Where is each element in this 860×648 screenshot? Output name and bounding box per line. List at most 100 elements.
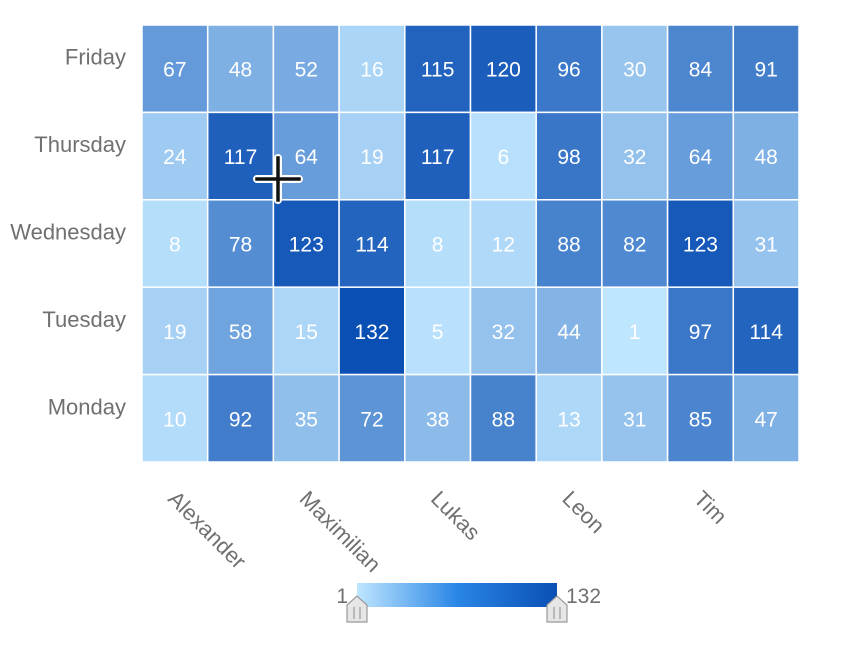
heatmap-cell[interactable] xyxy=(141,286,209,376)
x-axis-tick-label: Lukas xyxy=(426,486,485,545)
heatmap-cell-label: 19 xyxy=(163,321,186,344)
heatmap-cell-label: 114 xyxy=(355,234,389,257)
heatmap-cell[interactable] xyxy=(535,373,603,463)
heatmap-cell-label: 52 xyxy=(295,59,318,82)
heatmap-cell[interactable] xyxy=(601,199,669,288)
heatmap-cell[interactable] xyxy=(732,286,800,376)
heatmap-cell-label: 123 xyxy=(289,234,324,257)
heatmap-cell-label: 92 xyxy=(229,408,252,431)
heatmap-cell[interactable] xyxy=(141,373,209,463)
heatmap-cell-label: 123 xyxy=(683,234,718,257)
heatmap-cell[interactable] xyxy=(601,24,669,114)
heatmap-cell-label: 72 xyxy=(360,408,383,431)
heatmap-cell-label: 15 xyxy=(295,321,318,344)
heatmap-cell-label: 114 xyxy=(749,321,783,344)
heatmap-cell-label: 32 xyxy=(623,146,646,169)
heatmap-cell-label: 96 xyxy=(557,59,580,82)
x-axis-labels: Alexander Maximilian Lukas Leon Tim xyxy=(163,486,732,577)
heatmap-cell[interactable] xyxy=(272,24,340,114)
visual-map-max-label: 132 xyxy=(566,585,601,608)
heatmap-cell[interactable] xyxy=(469,111,537,201)
heatmap-cell-label: 31 xyxy=(754,234,777,257)
visual-map-min-label: 1 xyxy=(336,585,348,608)
y-axis-tick-label: Tuesday xyxy=(42,307,126,332)
heatmap-cell-label: 30 xyxy=(623,59,646,82)
heatmap-cell-label: 8 xyxy=(432,234,444,257)
x-axis-tick-label: Leon xyxy=(558,486,610,538)
visual-map-gradient-bar[interactable] xyxy=(357,583,557,607)
heatmap-cell[interactable] xyxy=(732,24,800,114)
heatmap-cell[interactable] xyxy=(535,111,603,201)
heatmap-cell-label: 12 xyxy=(492,234,515,257)
heatmap-cell-label: 84 xyxy=(689,59,713,82)
visual-map-legend[interactable]: 1 132 xyxy=(336,583,601,623)
y-axis-tick-label: Wednesday xyxy=(10,220,126,245)
heatmap-cell-label: 6 xyxy=(498,146,510,169)
heatmap-cell[interactable] xyxy=(469,286,537,376)
heatmap-cell-label: 117 xyxy=(224,146,257,169)
x-axis-tick-label: Maximilian xyxy=(295,486,386,577)
heatmap-cell-label: 88 xyxy=(557,234,580,257)
heatmap-cell[interactable] xyxy=(666,111,735,201)
visual-map-max-handle[interactable] xyxy=(546,595,568,623)
heatmap-cell-label: 132 xyxy=(354,321,389,344)
y-axis-tick-label: Monday xyxy=(48,394,126,419)
heatmap-cell[interactable] xyxy=(338,111,406,201)
heatmap-cell-label: 64 xyxy=(689,146,713,169)
y-axis-labels: Friday Thursday Wednesday Tuesday Monday xyxy=(10,45,126,420)
crosshair-cursor-icon xyxy=(253,154,303,204)
heatmap-cell[interactable] xyxy=(469,373,537,463)
x-axis-tick-label: Tim xyxy=(689,486,732,529)
heatmap-cell-label: 67 xyxy=(163,59,186,82)
heatmap-cell-label: 64 xyxy=(295,146,319,169)
heatmap-cell[interactable] xyxy=(206,199,275,288)
heatmap-cell[interactable] xyxy=(732,111,800,201)
heatmap-cell-label: 35 xyxy=(295,408,318,431)
heatmap-cell-label: 82 xyxy=(623,234,646,257)
heatmap-cell-label: 91 xyxy=(754,59,777,82)
y-axis-tick-label: Thursday xyxy=(34,132,126,157)
heatmap-cell-label: 13 xyxy=(557,408,580,431)
heatmap-cell[interactable] xyxy=(535,286,603,376)
heatmap-cell-label: 48 xyxy=(754,146,777,169)
heatmap-cell[interactable] xyxy=(206,111,275,201)
heatmap-cell[interactable] xyxy=(141,199,209,288)
heatmap-cell[interactable] xyxy=(404,373,472,463)
heatmap-cell-label: 58 xyxy=(229,321,252,344)
heatmap-cell-label: 24 xyxy=(163,146,187,169)
heatmap-cell[interactable] xyxy=(666,199,735,288)
heatmap-cell[interactable] xyxy=(206,373,275,463)
heatmap-cell[interactable] xyxy=(601,111,669,201)
heatmap-cell[interactable] xyxy=(469,24,537,114)
heatmap-cell-label: 47 xyxy=(754,408,777,431)
heatmap-cell[interactable] xyxy=(141,24,209,114)
heatmap-cell-label: 98 xyxy=(557,146,580,169)
heatmap-cell[interactable] xyxy=(666,286,735,376)
heatmap-cell[interactable] xyxy=(206,24,275,114)
heatmap-cell-label: 48 xyxy=(229,59,252,82)
heatmap-cell-label: 31 xyxy=(623,408,646,431)
heatmap-cell-label: 115 xyxy=(421,59,454,82)
heatmap-cell[interactable] xyxy=(601,373,669,463)
heatmap-cell-label: 85 xyxy=(689,408,712,431)
x-axis-tick-label: Alexander xyxy=(163,486,251,574)
heatmap-cell[interactable] xyxy=(272,373,340,463)
heatmap-cell-label: 78 xyxy=(229,234,252,257)
heatmap-cell[interactable] xyxy=(272,199,340,288)
heatmap-cell-label: 97 xyxy=(689,321,712,344)
y-axis-tick-label: Friday xyxy=(65,45,126,70)
heatmap-cell[interactable] xyxy=(535,199,603,288)
heatmap-cell[interactable] xyxy=(732,373,800,463)
heatmap-cell[interactable] xyxy=(666,373,735,463)
heatmap-cell-label: 117 xyxy=(421,146,454,169)
visual-map-min-handle[interactable] xyxy=(346,595,368,623)
heatmap-cell-label: 1 xyxy=(629,321,641,344)
heatmap-cell-label: 88 xyxy=(492,408,515,431)
heatmap-cell-label: 32 xyxy=(492,321,515,344)
heatmap-cell-label: 5 xyxy=(432,321,444,344)
heatmap-cell-label: 120 xyxy=(486,59,521,82)
heatmap-cell-label: 16 xyxy=(360,59,383,82)
heatmap-cell[interactable] xyxy=(732,199,800,288)
